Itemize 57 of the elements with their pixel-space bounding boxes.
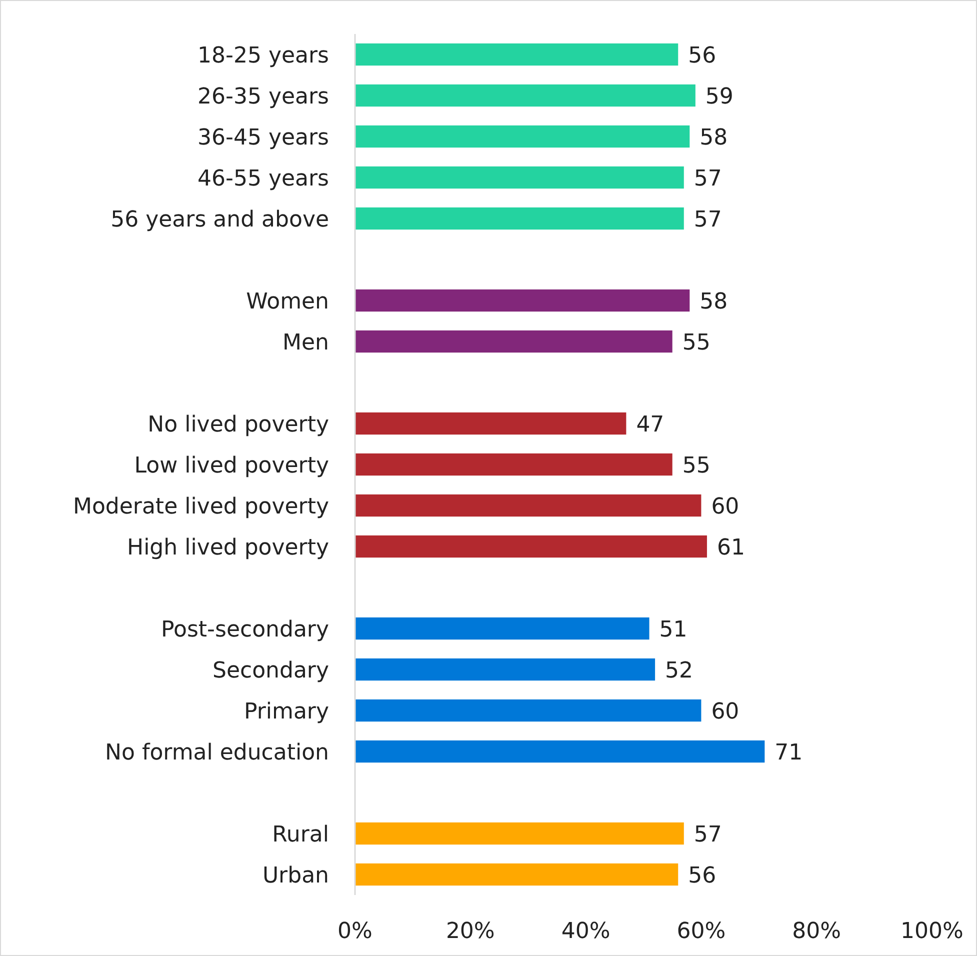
bar [355,166,684,189]
bar [355,453,672,476]
data-label: 47 [636,412,664,438]
data-label: 61 [716,535,745,560]
y-tick-label: 46-55 years [198,166,329,192]
bar [355,740,765,763]
data-label: 59 [705,84,734,110]
data-label: 60 [711,494,740,520]
data-label: 60 [711,699,740,724]
bar [355,207,684,230]
data-label: 52 [665,658,694,684]
y-tick-label: 26-35 years [198,84,329,110]
x-tick-label: 60% [676,918,726,944]
data-label: 71 [774,740,803,766]
y-tick-label: Primary [244,699,329,724]
data-label: 58 [700,289,728,314]
y-tick-label: No lived poverty [148,412,329,438]
y-tick-label: 18-25 years [198,43,329,68]
y-tick-label: High lived poverty [127,535,329,560]
data-label: 56 [688,863,716,888]
data-label: 56 [688,43,716,68]
bar [355,535,707,558]
data-label: 57 [694,822,722,848]
y-tick-label: Low lived poverty [134,453,329,478]
bar [355,658,656,681]
bar [355,412,626,435]
y-tick-label: Post-secondary [161,617,329,642]
y-tick-label: Secondary [212,658,329,684]
x-tick-label: 0% [338,918,372,944]
bar [355,84,696,107]
x-tick-label: 40% [561,918,610,944]
y-tick-label: Moderate lived poverty [72,494,329,520]
data-label: 57 [694,166,722,192]
data-label: 55 [682,330,710,356]
y-tick-label: No formal education [105,740,329,766]
x-tick-label: 20% [446,918,495,944]
y-tick-label: 36-45 years [198,125,329,150]
y-tick-label: Women [246,289,329,314]
bar [355,617,650,640]
y-tick-label: Rural [272,822,329,848]
bar [355,822,684,845]
data-label: 58 [700,125,728,150]
x-tick-label: 100% [900,918,964,944]
bar [355,125,690,148]
y-tick-label: 56 years and above [110,207,329,232]
y-tick-label: Men [282,330,329,356]
bar [355,289,690,312]
x-tick-label: 80% [792,918,842,944]
data-label: 57 [694,207,722,232]
bar [355,494,702,517]
bar [355,330,672,353]
data-label: 51 [659,617,688,642]
bar [355,43,678,66]
bar [355,699,702,722]
data-label: 55 [682,453,710,478]
bar [355,863,678,886]
y-tick-label: Urban [262,863,329,888]
